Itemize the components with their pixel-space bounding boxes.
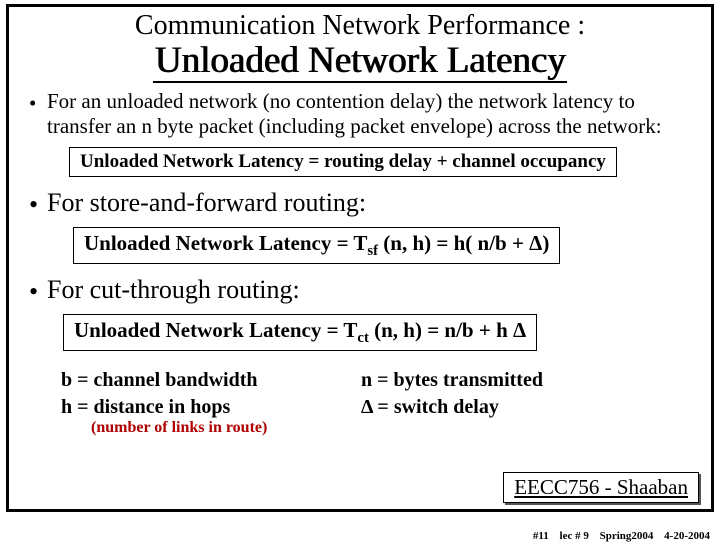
- bullet-dot-icon: •: [29, 89, 47, 139]
- footer-meta: #11 lec # 9 Spring2004 4-20-2004: [525, 530, 710, 542]
- formula-1-text: Unloaded Network Latency = routing delay…: [80, 151, 606, 172]
- bullet-3: • For cut-through routing:: [29, 274, 699, 307]
- note-red: (number of links in route): [91, 419, 699, 437]
- bullet-1: • For an unloaded network (no contention…: [29, 89, 699, 139]
- footer-date: 4-20-2004: [664, 530, 710, 542]
- footer-lec: lec # 9: [560, 530, 589, 542]
- formula-3-post: (n, h) = n/b + h Δ: [369, 318, 526, 342]
- bullet-3-text: For cut-through routing:: [47, 274, 300, 307]
- formula-3-pre: Unloaded Network Latency = T: [74, 318, 357, 342]
- formula-3-sub: ct: [357, 330, 368, 346]
- slide-frame: Communication Network Performance : Unlo…: [6, 4, 714, 512]
- bullet-dot-icon: •: [29, 187, 47, 220]
- def-b: b = channel bandwidth: [61, 367, 361, 394]
- bullet-1-text: For an unloaded network (no contention d…: [47, 89, 699, 139]
- footer-term: Spring2004: [600, 530, 654, 542]
- def-n: n = bytes transmitted: [361, 367, 543, 394]
- defs-col-1: b = channel bandwidth h = distance in ho…: [61, 367, 361, 421]
- bullet-dot-icon: •: [29, 274, 47, 307]
- formula-2-sub: sf: [367, 243, 378, 259]
- formula-box-1: Unloaded Network Latency = routing delay…: [69, 147, 617, 177]
- footer-course-box: EECC756 - Shaaban: [503, 472, 699, 503]
- def-d: Δ = switch delay: [361, 394, 543, 421]
- defs-col-2: n = bytes transmitted Δ = switch delay: [361, 367, 543, 421]
- title-line2: Unloaded Network Latency: [153, 41, 568, 83]
- formula-box-2: Unloaded Network Latency = Tsf (n, h) = …: [73, 227, 560, 264]
- bullet-2-text: For store-and-forward routing:: [47, 187, 366, 220]
- definitions: b = channel bandwidth h = distance in ho…: [61, 367, 699, 421]
- title-line1: Communication Network Performance :: [21, 11, 699, 41]
- formula-box-3: Unloaded Network Latency = Tct (n, h) = …: [63, 314, 537, 351]
- formula-2-post: (n, h) = h( n/b + Δ): [378, 231, 549, 255]
- def-h: h = distance in hops: [61, 394, 361, 421]
- title-block: Communication Network Performance : Unlo…: [21, 11, 699, 83]
- footer-slide-no: #11: [533, 530, 549, 542]
- formula-2-pre: Unloaded Network Latency = T: [84, 231, 367, 255]
- bullet-2: • For store-and-forward routing:: [29, 187, 699, 220]
